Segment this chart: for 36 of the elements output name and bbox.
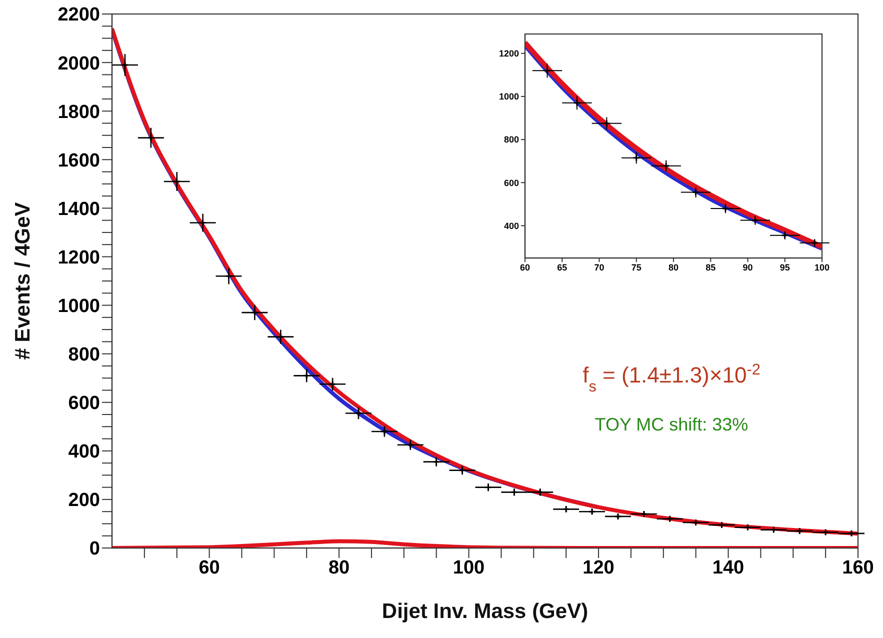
x-tick-label: 80 [328,557,350,578]
x-tick-label: 70 [594,262,604,272]
y-tick-label: 200 [68,490,100,512]
x-tick-label: 65 [557,262,568,272]
x-tick-label: 100 [814,262,830,272]
annotation: f$_{s}$ = (1.4±1.3)×10$^{-2}$ [582,360,760,395]
x-tick-label: 140 [712,557,744,578]
y-tick-label: 1200 [498,48,519,59]
y-tick-label: 2000 [58,53,100,74]
y-tick-label: 1800 [58,102,100,123]
y-tick-label: 400 [504,220,519,231]
x-tick-label: 60 [198,557,220,578]
y-tick-label: 0 [89,538,100,560]
y-tick-label: 1000 [498,92,519,102]
x-axis-title: Dijet Inv. Mass (GeV) [382,600,588,623]
y-tick-label: 2200 [58,4,100,26]
y-tick-label: 1600 [58,150,100,172]
x-tick-label: 75 [631,262,642,272]
x-tick-label: 85 [706,262,716,272]
x-tick-label: 90 [742,262,753,272]
x-tick-label: 60 [520,262,530,272]
x-tick-label: 120 [582,557,614,578]
y-tick-label: 1400 [58,198,100,220]
y-tick-label: 800 [68,344,100,366]
y-tick-label: 1200 [58,247,100,268]
y-tick-label: 400 [68,442,100,463]
y-tick-label: 600 [504,178,519,188]
y-tick-label: 1000 [58,296,100,318]
x-tick-label: 160 [842,557,874,578]
y-tick-label: 600 [68,393,100,414]
y-tick-label: 800 [504,134,519,145]
y-axis-title: # Events / 4GeV [11,202,34,360]
x-tick-label: 95 [780,262,790,272]
annotation: TOY MC shift: 33% [594,414,748,435]
x-tick-label: 100 [452,557,485,578]
x-tick-label: 80 [668,262,679,272]
